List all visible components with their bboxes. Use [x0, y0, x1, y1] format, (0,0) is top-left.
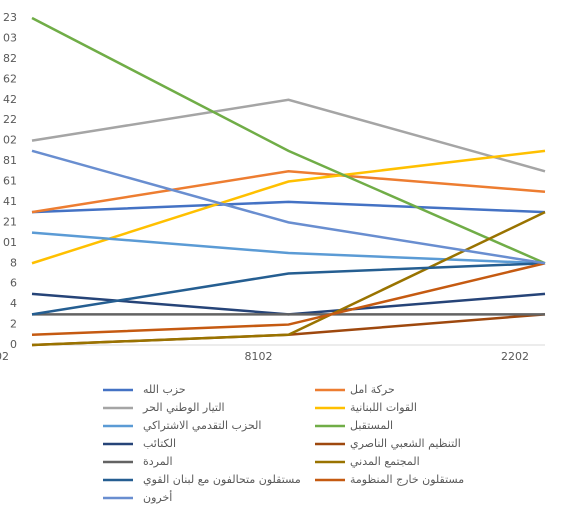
series-line	[31, 200, 546, 214]
legend-label: أخرون	[143, 490, 172, 504]
y-tick-label: 61	[3, 175, 17, 188]
series-line	[31, 313, 546, 347]
legend-label: التنظيم الشعبي الناصري	[350, 437, 461, 450]
legend-label: المجتمع المدني	[350, 455, 420, 468]
legend-label: مستقلون متحالفون مع لبنان القوي	[143, 473, 301, 486]
legend-label: الحزب التقدمي الاشتراكي	[143, 419, 261, 432]
y-tick-label: 01	[3, 236, 17, 249]
series-line	[31, 149, 546, 265]
legend-label: القوات اللبنانية	[350, 401, 417, 414]
y-tick-label: 4	[10, 297, 17, 310]
y-tick-label: 0	[10, 338, 17, 351]
y-tick-label: 81	[3, 154, 17, 167]
y-tick-label: 8	[10, 256, 17, 269]
y-tick-label: 42	[3, 93, 17, 106]
x-tick-label: 02	[0, 350, 9, 363]
legend-label: مستقلون خارج المنظومة	[350, 473, 464, 486]
series-line	[31, 262, 546, 316]
legend-label: المردة	[143, 455, 173, 468]
y-tick-label: 03	[3, 31, 17, 44]
y-tick-label: 82	[3, 52, 17, 65]
legend-label: حركة امل	[350, 383, 395, 396]
y-tick-label: 02	[3, 134, 17, 147]
y-tick-label: 23	[3, 11, 17, 24]
series-line	[31, 149, 546, 265]
series-line	[31, 16, 546, 265]
series-line	[31, 98, 546, 173]
y-tick-label: 6	[10, 277, 17, 290]
legend-label: الكتائب	[143, 437, 176, 450]
x-tick-label: 2202	[501, 350, 529, 363]
series-line	[31, 170, 546, 214]
series-line	[31, 262, 546, 337]
series-line	[31, 211, 546, 347]
y-tick-label: 22	[3, 113, 17, 126]
legend-label: حزب الله	[143, 383, 186, 396]
y-tick-label: 62	[3, 72, 17, 85]
y-tick-label: 2	[10, 318, 17, 331]
legend-label: المستقبل	[350, 419, 393, 432]
legend-label: التيار الوطني الحر	[142, 401, 225, 414]
series-line	[31, 231, 546, 265]
series-line	[31, 292, 546, 316]
y-tick-label: 41	[3, 195, 17, 208]
y-tick-label: 21	[3, 215, 17, 228]
x-tick-label: 8102	[245, 350, 273, 363]
